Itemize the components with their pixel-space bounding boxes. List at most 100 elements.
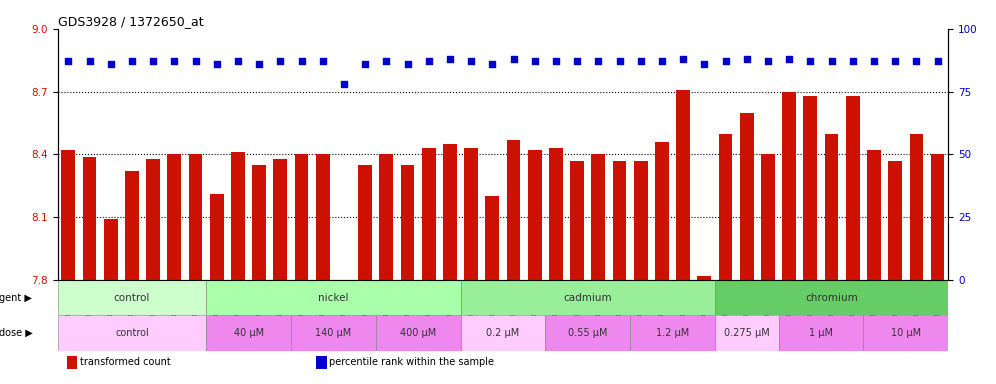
- Text: nickel: nickel: [318, 293, 349, 303]
- Point: [442, 56, 458, 62]
- Bar: [630, 315, 715, 351]
- Bar: [188, 154, 202, 280]
- Text: 400 μM: 400 μM: [400, 328, 436, 338]
- Bar: [528, 150, 542, 280]
- Bar: [782, 92, 796, 280]
- Bar: [779, 315, 864, 351]
- Point: [82, 58, 98, 65]
- Bar: [719, 134, 732, 280]
- Bar: [825, 134, 839, 280]
- Point: [887, 58, 903, 65]
- Text: agent ▶: agent ▶: [0, 293, 32, 303]
- Bar: [58, 280, 206, 315]
- Text: control: control: [114, 293, 150, 303]
- Point: [358, 61, 374, 67]
- Bar: [67, 356, 78, 369]
- Bar: [740, 113, 754, 280]
- Bar: [507, 140, 521, 280]
- Point: [166, 58, 182, 65]
- Bar: [359, 165, 373, 280]
- Point: [739, 56, 755, 62]
- Bar: [676, 89, 690, 280]
- Point: [570, 58, 586, 65]
- Point: [781, 56, 797, 62]
- Point: [420, 58, 436, 65]
- Bar: [252, 165, 266, 280]
- Point: [315, 58, 331, 65]
- Point: [591, 58, 607, 65]
- Point: [124, 58, 139, 65]
- Bar: [146, 159, 160, 280]
- Bar: [715, 280, 948, 315]
- Point: [230, 58, 246, 65]
- Bar: [761, 154, 775, 280]
- Bar: [375, 315, 460, 351]
- Bar: [888, 161, 902, 280]
- Bar: [846, 96, 860, 280]
- Point: [675, 56, 691, 62]
- Bar: [231, 152, 245, 280]
- Point: [378, 58, 394, 65]
- Point: [845, 58, 861, 65]
- Bar: [485, 196, 499, 280]
- Point: [866, 58, 882, 65]
- Point: [187, 58, 203, 65]
- Point: [908, 58, 924, 65]
- Text: 0.55 μM: 0.55 μM: [568, 328, 608, 338]
- Bar: [613, 161, 626, 280]
- Point: [484, 61, 500, 67]
- Point: [717, 58, 733, 65]
- Bar: [400, 165, 414, 280]
- Bar: [868, 150, 880, 280]
- Point: [506, 56, 522, 62]
- Point: [294, 58, 310, 65]
- Bar: [549, 148, 563, 280]
- Point: [696, 61, 712, 67]
- Bar: [316, 154, 330, 280]
- Bar: [715, 315, 779, 351]
- Bar: [697, 276, 711, 280]
- Point: [929, 58, 945, 65]
- Point: [654, 58, 670, 65]
- Point: [612, 58, 627, 65]
- Bar: [633, 161, 647, 280]
- Bar: [443, 144, 457, 280]
- Point: [61, 58, 77, 65]
- Text: percentile rank within the sample: percentile rank within the sample: [330, 357, 494, 367]
- Bar: [571, 161, 584, 280]
- Bar: [460, 315, 546, 351]
- Text: chromium: chromium: [805, 293, 858, 303]
- Point: [463, 58, 479, 65]
- Bar: [83, 157, 97, 280]
- Bar: [291, 315, 375, 351]
- Bar: [546, 315, 630, 351]
- Bar: [930, 154, 944, 280]
- Bar: [422, 148, 435, 280]
- Text: 40 μM: 40 μM: [233, 328, 264, 338]
- Bar: [210, 194, 224, 280]
- Point: [548, 58, 564, 65]
- Bar: [206, 315, 291, 351]
- Text: 140 μM: 140 μM: [316, 328, 352, 338]
- Point: [399, 61, 415, 67]
- Bar: [804, 96, 818, 280]
- Point: [632, 58, 648, 65]
- Text: 1 μM: 1 μM: [809, 328, 833, 338]
- Bar: [206, 280, 460, 315]
- Point: [103, 61, 119, 67]
- Point: [760, 58, 776, 65]
- Point: [251, 61, 267, 67]
- Bar: [104, 219, 118, 280]
- Bar: [592, 154, 606, 280]
- Bar: [58, 315, 206, 351]
- Text: cadmium: cadmium: [564, 293, 613, 303]
- Point: [527, 58, 543, 65]
- Point: [336, 81, 352, 87]
- Text: 1.2 μM: 1.2 μM: [656, 328, 689, 338]
- Bar: [316, 356, 327, 369]
- Point: [145, 58, 161, 65]
- Bar: [379, 154, 393, 280]
- Point: [803, 58, 819, 65]
- Text: GDS3928 / 1372650_at: GDS3928 / 1372650_at: [58, 15, 203, 28]
- Point: [272, 58, 289, 65]
